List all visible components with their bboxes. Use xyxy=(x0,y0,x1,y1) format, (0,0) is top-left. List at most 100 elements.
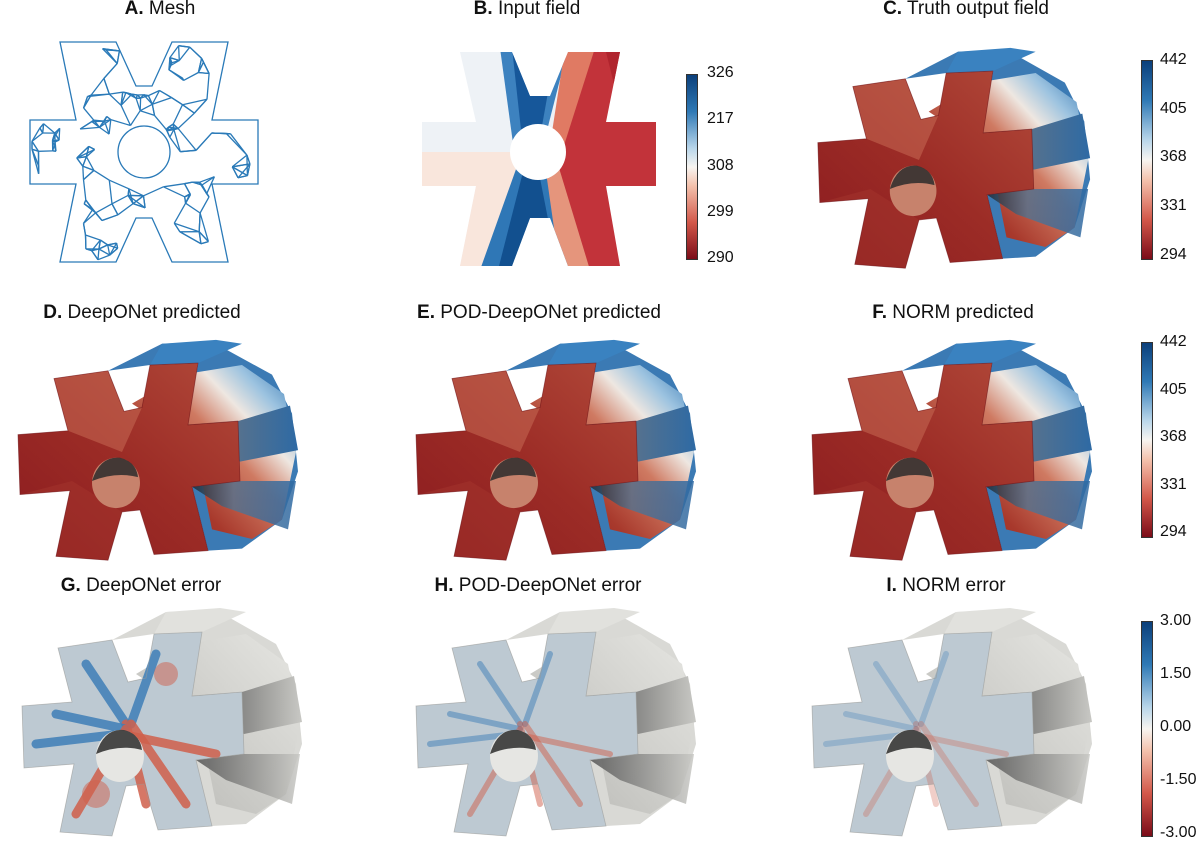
mesh-edge xyxy=(139,103,153,112)
mesh-edge xyxy=(43,123,56,134)
gear-hole-shadow xyxy=(96,729,142,754)
mesh-edge xyxy=(127,188,130,196)
deeponet-error-panel xyxy=(16,604,306,844)
mesh-edge xyxy=(152,96,172,105)
error-streak xyxy=(126,649,161,729)
mesh-edge xyxy=(83,169,95,181)
mesh-edge xyxy=(184,181,193,185)
mesh-edge xyxy=(110,118,131,127)
mesh-edge xyxy=(76,157,84,167)
gear-face-shade xyxy=(819,189,919,269)
mesh-edge xyxy=(180,149,197,153)
mesh-edge xyxy=(202,61,210,74)
mesh-edge xyxy=(199,212,210,242)
gear-top-face xyxy=(944,608,1036,634)
output-colorbar-tick-1: 405 xyxy=(1160,100,1187,117)
predicted-colorbar-tick-0: 442 xyxy=(1160,333,1187,350)
mesh-edge xyxy=(163,186,185,198)
mesh-edge xyxy=(169,56,180,62)
gear-edge xyxy=(811,362,1035,561)
mesh-edge xyxy=(170,59,180,67)
mesh-edge xyxy=(109,247,119,256)
gear-groove-upper xyxy=(586,405,696,462)
error-streak xyxy=(51,709,131,734)
error-streak xyxy=(477,661,523,727)
gear-groove-upper xyxy=(982,676,1092,734)
mesh-edge xyxy=(189,46,203,59)
mesh-edge xyxy=(237,163,251,179)
mesh-edge xyxy=(211,132,227,135)
mesh-edge xyxy=(100,239,109,246)
gear-groove-upper xyxy=(188,405,298,462)
gear-groove-upper xyxy=(192,676,302,734)
error-streak xyxy=(522,651,553,727)
mesh-edge xyxy=(80,126,100,130)
mesh-edge xyxy=(171,97,183,106)
truth-output-panel xyxy=(812,44,1094,276)
gear-field-render xyxy=(811,339,1092,561)
mesh-edge xyxy=(111,194,129,205)
gear-groove-lower xyxy=(987,189,1089,238)
input-colorbar-tick-0: 326 xyxy=(707,64,734,81)
mesh-edge xyxy=(177,128,197,151)
mesh-edge xyxy=(197,61,205,73)
mesh-edge xyxy=(98,239,102,250)
mesh-edge xyxy=(168,126,175,131)
mesh-edge xyxy=(88,145,95,151)
mesh-edge xyxy=(206,176,215,194)
gear-groove-lower xyxy=(192,481,296,530)
mesh-edge xyxy=(58,128,61,141)
error-colorbar-tick-1: 1.50 xyxy=(1160,665,1192,682)
panel-title-i: I. NORM error xyxy=(886,575,1006,596)
mesh-edge xyxy=(87,93,110,98)
mesh-edge xyxy=(83,212,97,224)
mesh-edge xyxy=(195,132,213,151)
gear-top-face xyxy=(944,339,1036,365)
gear-face-shade xyxy=(418,481,520,561)
pod-deeponet-error-panel xyxy=(410,604,700,844)
mesh-edge xyxy=(31,148,39,152)
mesh-edge xyxy=(132,195,144,205)
input-colorbar-tick-2: 308 xyxy=(707,157,734,174)
mesh-edge xyxy=(225,133,248,156)
input-field-plot xyxy=(422,52,656,266)
mesh-edge xyxy=(107,244,118,249)
mesh-edge xyxy=(199,196,210,214)
mesh-edge xyxy=(108,180,113,204)
error-streak xyxy=(873,661,919,727)
gear-groove-lower xyxy=(196,754,300,804)
mesh-edge xyxy=(109,179,130,190)
input-colorbar xyxy=(686,74,698,260)
mesh-edge xyxy=(83,107,95,121)
input-colorbar-tick-3: 299 xyxy=(707,203,734,220)
mesh-edge xyxy=(31,140,40,152)
mesh-edge xyxy=(85,234,101,241)
mesh-edge xyxy=(143,186,164,197)
panel-title-e: E. POD-DeepONet predicted xyxy=(417,302,661,323)
mesh-edge xyxy=(206,73,210,100)
gear-hole-shadow xyxy=(490,457,536,481)
error-colorbar-tick-3: -1.50 xyxy=(1160,771,1197,788)
mesh-edge xyxy=(31,132,44,142)
mesh-edge xyxy=(177,45,180,61)
mesh-edge xyxy=(52,139,60,142)
gear-hole-shadow xyxy=(889,165,935,189)
panel-title-c: C. Truth output field xyxy=(883,0,1049,19)
mesh-edge xyxy=(31,127,41,142)
gear-groove-upper xyxy=(983,113,1091,170)
mesh-edge xyxy=(151,90,161,105)
mesh-edge xyxy=(199,176,215,183)
mesh-edge xyxy=(232,163,251,168)
output-colorbar-tick-0: 442 xyxy=(1160,51,1187,68)
mesh-edge xyxy=(178,45,190,48)
mesh-edge xyxy=(82,156,88,167)
output-colorbar-tick-4: 294 xyxy=(1160,246,1187,263)
mesh-edge xyxy=(168,123,174,128)
gear-error-render xyxy=(415,608,696,837)
mesh-edge xyxy=(185,193,191,204)
error-colorbar xyxy=(1141,621,1153,837)
mesh-edge xyxy=(97,254,110,261)
mesh-edge xyxy=(93,119,105,122)
mesh-edge xyxy=(91,250,99,261)
mesh-edge xyxy=(159,89,172,99)
